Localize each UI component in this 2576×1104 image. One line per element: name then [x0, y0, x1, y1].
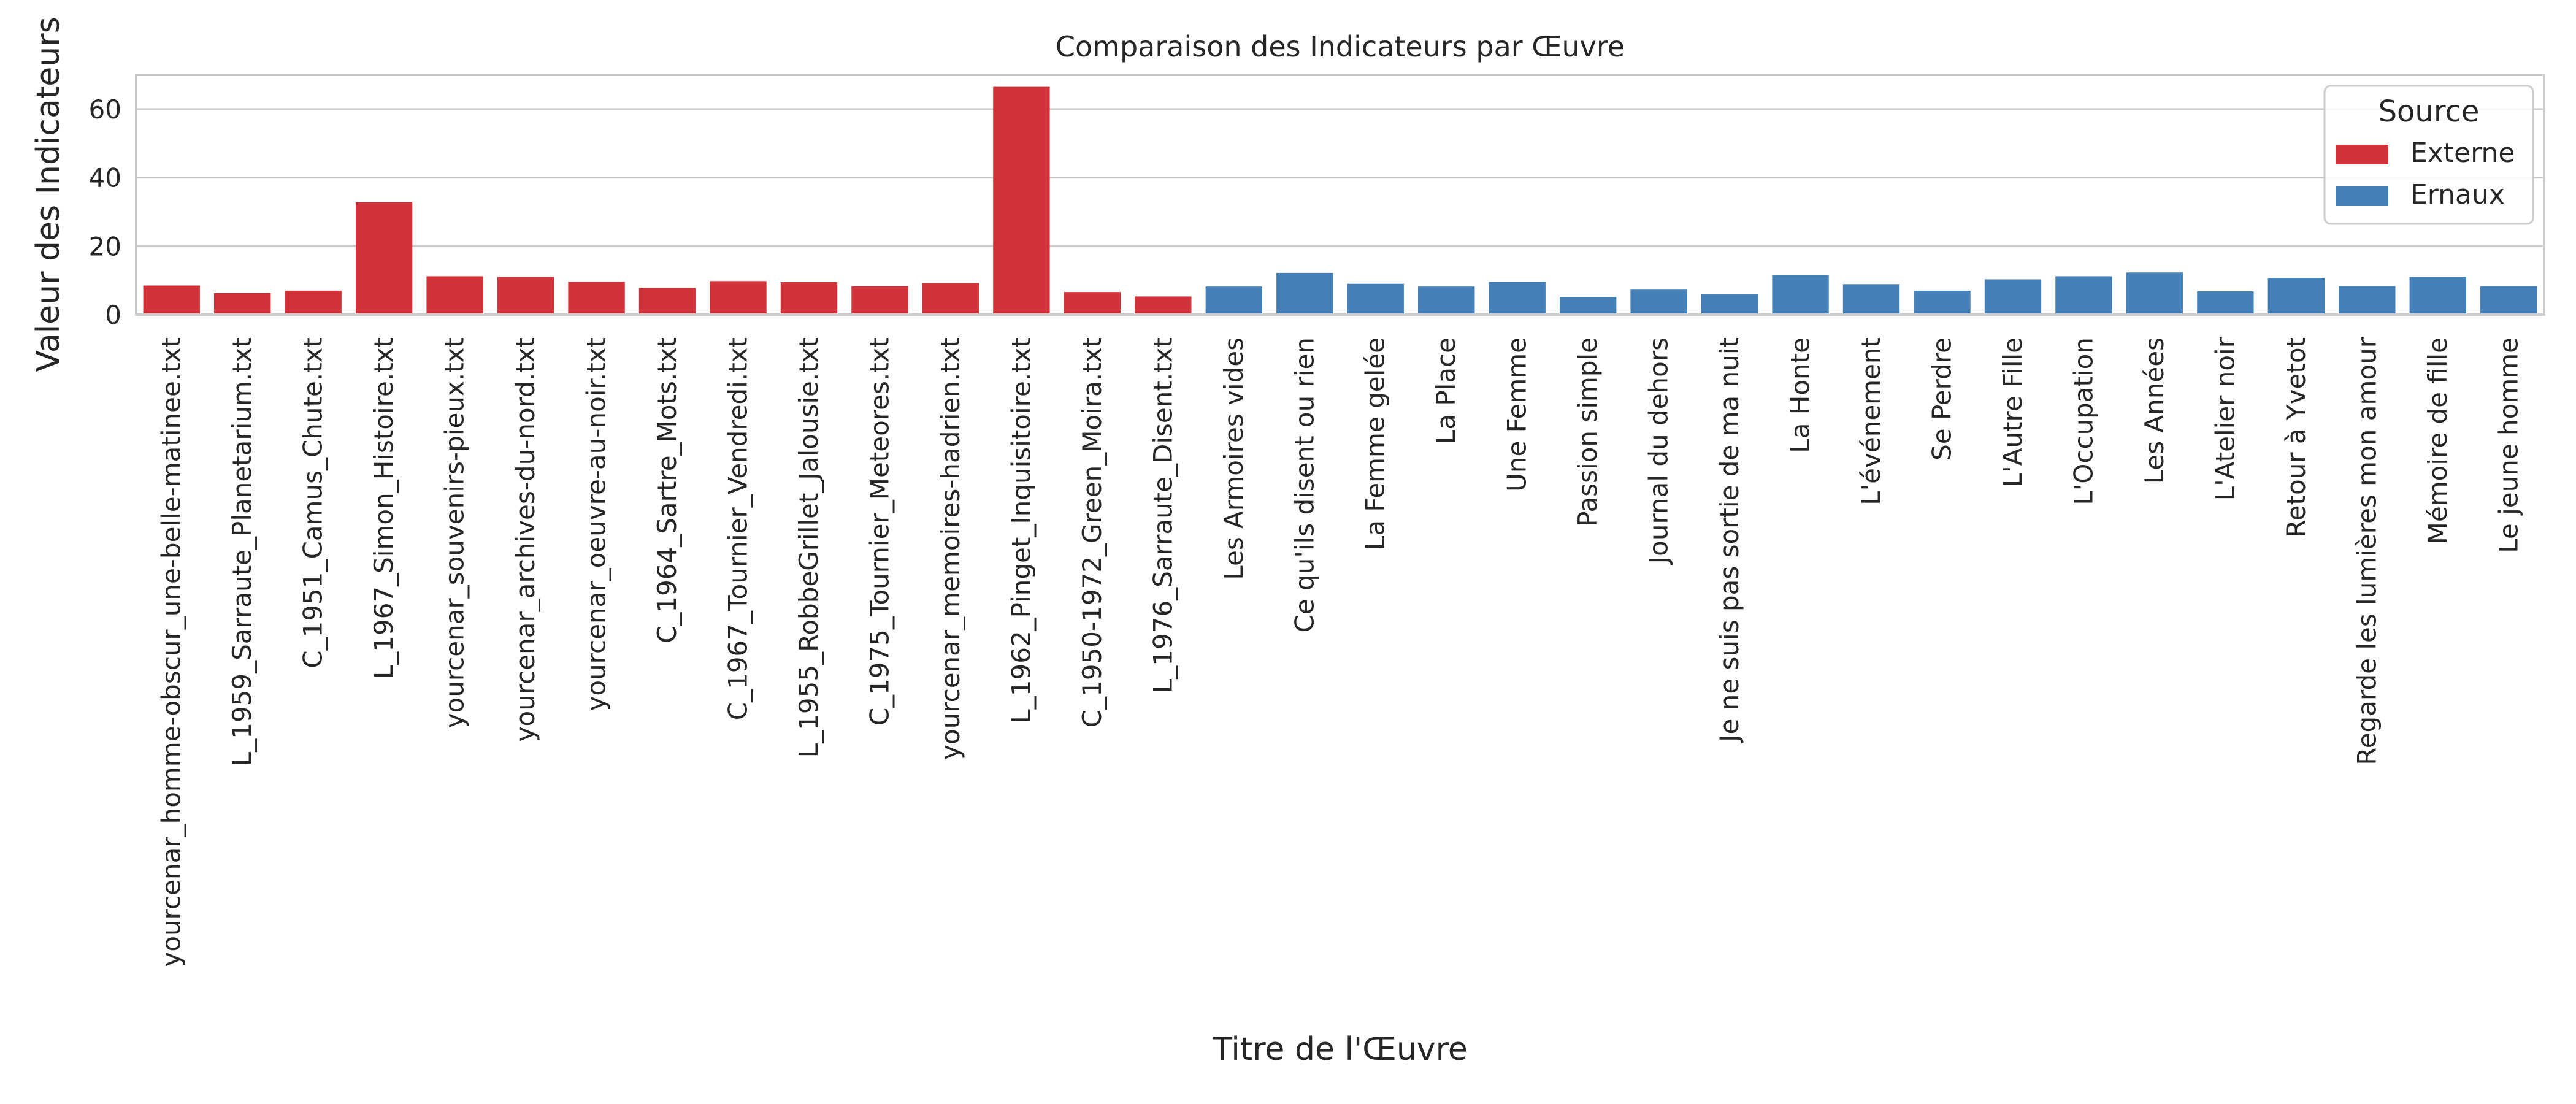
x-tick-label: L_1962_Pinget_Inquisitoire.txt — [1006, 337, 1036, 724]
y-tick-label: 0 — [105, 300, 121, 330]
x-tick-label: Je ne suis pas sortie de ma nuit — [1714, 337, 1744, 744]
bar — [143, 285, 200, 315]
x-tick-label: C_1950-1972_Green_Moira.txt — [1077, 337, 1107, 727]
bar — [1489, 282, 1546, 315]
legend-title: Source — [2379, 94, 2480, 129]
bar — [2197, 291, 2254, 315]
x-tick-label: Le jeune homme — [2493, 337, 2523, 553]
bar — [922, 283, 979, 315]
legend-label: Ernaux — [2410, 179, 2505, 210]
x-axis-label: Titre de l'Œuvre — [1212, 1031, 1468, 1068]
x-tick-label: Se Perdre — [1927, 337, 1957, 461]
bar — [638, 288, 696, 315]
bar — [2339, 286, 2396, 315]
x-tick-label: La Femme gelée — [1360, 337, 1390, 550]
y-tick-label: 40 — [89, 163, 121, 193]
x-tick-label: L_1959_Sarraute_Planetarium.txt — [227, 337, 257, 766]
bar — [2267, 278, 2325, 315]
x-tick-label: Journal du dehors — [1644, 337, 1674, 565]
x-tick-label: Regarde les lumières mon amour — [2352, 337, 2382, 765]
chart-title: Comparaison des Indicateurs par Œuvre — [1056, 30, 1625, 63]
x-tick-label: yourcenar_archives-du-nord.txt — [510, 337, 540, 742]
x-tick-label: L'Autre Fille — [1998, 337, 2028, 487]
x-tick-label: yourcenar_homme-obscur_une-belle-matinee… — [156, 337, 186, 967]
legend-label: Externe — [2410, 137, 2515, 169]
bar — [780, 282, 838, 315]
x-tick-label: Mémoire de fille — [2423, 337, 2453, 544]
x-tick-label: Une Femme — [1502, 337, 1532, 492]
bar — [1914, 290, 1971, 315]
bar — [710, 281, 767, 315]
bar — [1984, 279, 2042, 315]
y-tick-labels: 0 20 40 60 — [89, 94, 121, 330]
y-axis-label: Valeur des Indicateurs — [30, 17, 67, 372]
x-tick-label: L'événement — [1856, 337, 1886, 505]
plot-frame — [135, 74, 2545, 316]
bar — [2480, 286, 2537, 315]
x-tick-label: L_1955_RobbeGrillet_Jalousie.txt — [794, 337, 824, 757]
bar — [285, 290, 342, 315]
x-tick-label: C_1967_Tournier_Vendredi.txt — [723, 337, 753, 720]
bar — [2409, 277, 2466, 315]
bar — [1347, 283, 1404, 315]
bar — [1630, 289, 1687, 315]
x-tick-label: L_1967_Simon_Histoire.txt — [369, 337, 399, 679]
x-tick-label: La Place — [1431, 337, 1461, 444]
x-tick-label: Les Armoires vides — [1219, 337, 1249, 580]
x-tick-label: yourcenar_oeuvre-au-noir.txt — [581, 337, 611, 711]
bar — [993, 86, 1050, 315]
bar — [1418, 286, 1475, 315]
x-tick-label: C_1951_Camus_Chute.txt — [298, 337, 328, 669]
x-tick-label: Retour à Yvetot — [2281, 337, 2311, 538]
legend-swatch — [2336, 186, 2388, 206]
x-tick-label: yourcenar_memoires-hadrien.txt — [935, 337, 965, 760]
legend: Source Externe Ernaux — [2323, 85, 2534, 225]
bar — [1205, 286, 1262, 315]
x-tick-label: Les Années — [2139, 337, 2169, 484]
bar — [214, 293, 271, 315]
x-tick-label: L_1976_Sarraute_Disent.txt — [1148, 337, 1178, 693]
bar — [1842, 284, 1900, 315]
bar — [1276, 272, 1333, 315]
bar — [851, 286, 908, 315]
x-tick-label: C_1975_Tournier_Meteores.txt — [864, 337, 894, 726]
x-tick-label: Ce qu'ils disent ou rien — [1289, 337, 1319, 632]
bar — [1064, 292, 1121, 315]
bar — [1701, 294, 1758, 315]
bar — [1135, 296, 1192, 315]
y-tick-label: 60 — [89, 94, 121, 125]
bar — [2055, 276, 2112, 315]
x-tick-labels: yourcenar_homme-obscur_une-belle-matinee… — [156, 337, 2524, 967]
bar — [497, 277, 554, 315]
x-tick-label: L'Occupation — [2068, 337, 2098, 505]
legend-swatch — [2336, 145, 2388, 164]
bars — [143, 86, 2537, 315]
bar — [355, 202, 413, 315]
bar — [1772, 275, 1829, 315]
bar — [2126, 272, 2183, 315]
x-tick-label: C_1964_Sartre_Mots.txt — [652, 337, 682, 643]
bar — [426, 276, 483, 315]
y-tick-label: 20 — [89, 231, 121, 261]
x-tick-label: La Honte — [1785, 337, 1815, 453]
x-tick-label: Passion simple — [1573, 337, 1603, 527]
x-tick-label: yourcenar_souvenirs-pieux.txt — [440, 337, 470, 728]
bar — [568, 282, 625, 315]
bar — [1559, 297, 1617, 315]
x-tick-label: L'Atelier noir — [2210, 337, 2240, 500]
